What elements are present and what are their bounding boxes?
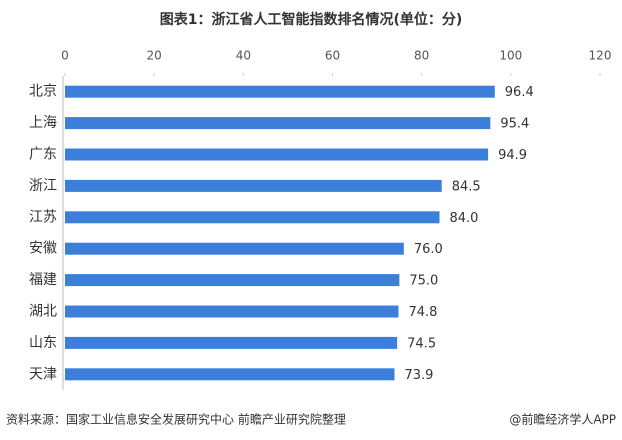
y-tick-label: 安徽 [29, 241, 57, 257]
bar [65, 179, 442, 192]
value-label: 95.4 [500, 117, 529, 132]
y-tick-label: 湖北 [29, 304, 57, 320]
y-tick-label: 广东 [29, 147, 57, 163]
value-label: 84.0 [450, 211, 479, 226]
value-label: 73.9 [404, 368, 433, 383]
x-tick-label: 80 [414, 49, 429, 63]
value-label: 94.9 [498, 148, 527, 163]
credit: @前瞻经济学人APP [509, 412, 616, 427]
bar [65, 85, 495, 98]
y-tick-label: 浙江 [29, 178, 57, 194]
source: 资料来源：国家工业信息安全发展研究中心 前瞻产业研究院整理 [6, 412, 346, 427]
bar [65, 336, 398, 349]
value-label: 96.4 [505, 85, 534, 100]
value-label: 76.0 [414, 242, 443, 257]
bar [65, 211, 440, 224]
bar [65, 368, 395, 381]
bar [65, 117, 491, 130]
value-label: 74.5 [407, 336, 436, 351]
x-tick-label: 20 [147, 49, 162, 63]
y-tick-label: 天津 [29, 366, 57, 382]
y-tick-label: 福建 [29, 272, 57, 288]
x-tick-label: 100 [499, 49, 522, 63]
bar [65, 148, 489, 161]
x-tick-label: 60 [325, 49, 340, 63]
value-label: 74.8 [408, 305, 437, 320]
x-tick-label: 120 [589, 49, 612, 63]
x-tick-label: 0 [61, 49, 69, 63]
chart-title: 图表1：浙江省人工智能指数排名情况(单位：分) [160, 11, 463, 28]
value-label: 84.5 [452, 179, 481, 194]
y-tick-label: 北京 [29, 84, 57, 100]
value-label: 75.0 [409, 274, 438, 289]
bar [65, 242, 404, 255]
y-tick-label: 上海 [29, 115, 57, 131]
x-tick-label: 40 [236, 49, 251, 63]
y-tick-label: 江苏 [29, 209, 57, 225]
bar [65, 305, 399, 318]
bar [65, 274, 400, 287]
y-tick-label: 山东 [29, 335, 57, 351]
